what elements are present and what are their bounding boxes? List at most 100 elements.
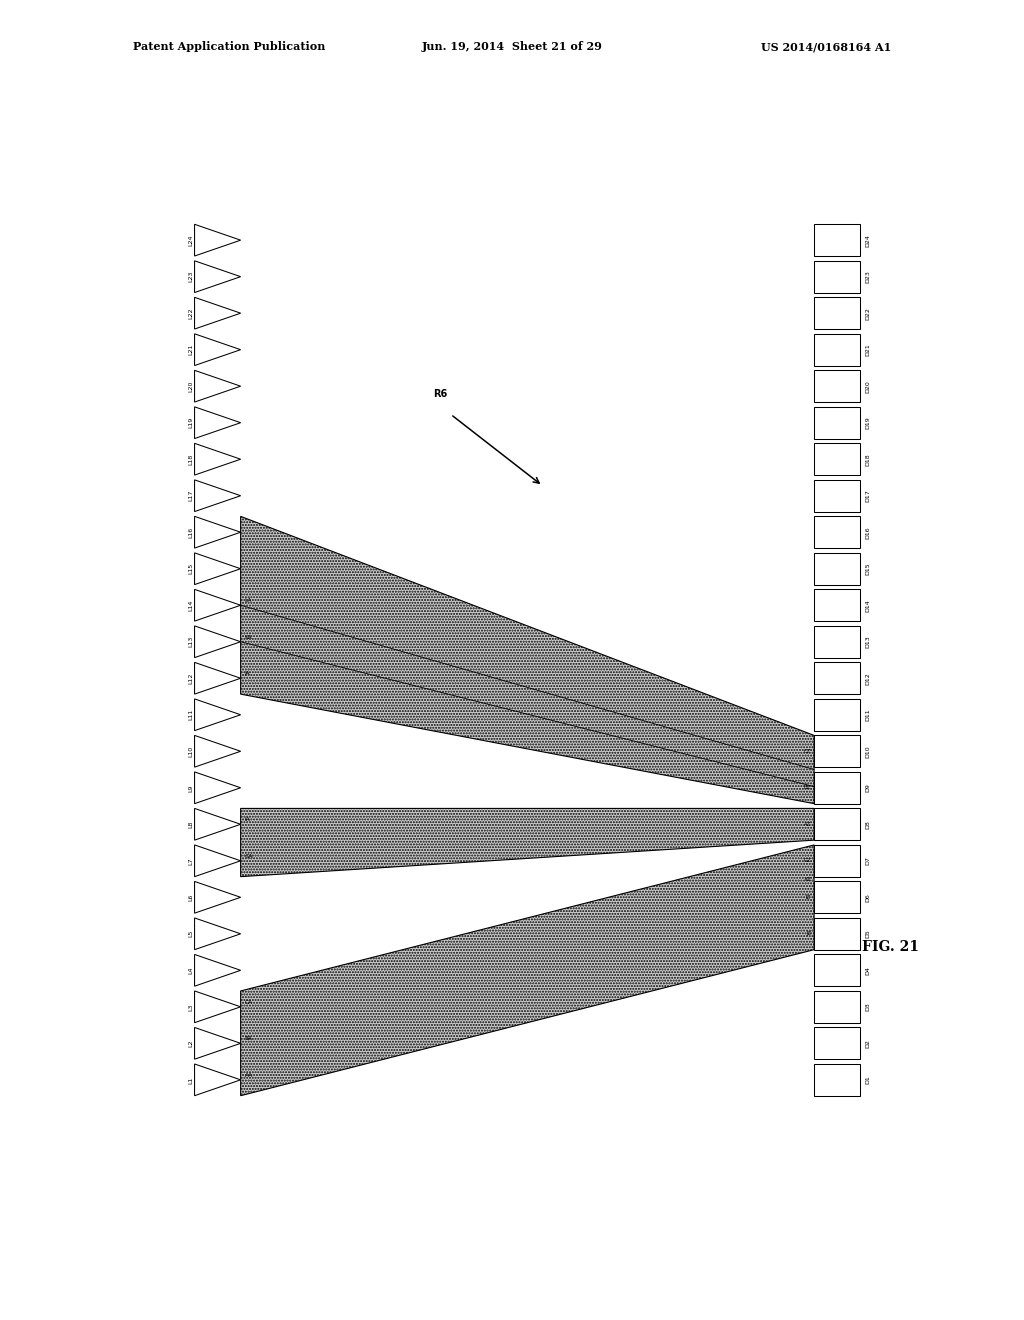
Bar (814, 954, 860, 986)
Bar (814, 772, 860, 804)
Bar (814, 698, 860, 731)
Text: LA: LA (245, 598, 252, 603)
Polygon shape (195, 589, 241, 622)
Text: KA: KA (245, 635, 253, 640)
Text: L14: L14 (188, 599, 193, 611)
Text: L4: L4 (188, 966, 193, 974)
Text: KZ: KZ (804, 876, 811, 882)
Text: D11: D11 (866, 709, 870, 721)
Text: L9: L9 (188, 784, 193, 792)
Text: D1: D1 (866, 1076, 870, 1084)
Text: D5: D5 (866, 929, 870, 939)
Text: L2: L2 (188, 1040, 193, 1047)
Polygon shape (195, 334, 241, 366)
Bar (814, 1027, 860, 1059)
Bar (814, 224, 860, 256)
Text: D14: D14 (866, 599, 870, 611)
Text: IZ: IZ (806, 895, 811, 900)
Polygon shape (195, 845, 241, 876)
Text: IA: IA (245, 817, 251, 822)
Text: R6: R6 (433, 389, 447, 399)
Polygon shape (241, 845, 814, 1096)
Text: FIG. 21: FIG. 21 (862, 940, 920, 954)
Text: L16: L16 (188, 527, 193, 537)
Text: CZ: CZ (804, 748, 811, 754)
Polygon shape (195, 772, 241, 804)
Text: D20: D20 (866, 380, 870, 392)
Bar (814, 553, 860, 585)
Polygon shape (195, 698, 241, 731)
Bar (814, 334, 860, 366)
Text: D6: D6 (866, 892, 870, 902)
Text: D16: D16 (866, 525, 870, 539)
Bar (814, 845, 860, 876)
Text: JZ: JZ (806, 932, 811, 936)
Polygon shape (195, 917, 241, 949)
Polygon shape (195, 297, 241, 329)
Bar (814, 991, 860, 1023)
Text: D15: D15 (866, 562, 870, 576)
Polygon shape (195, 553, 241, 585)
Text: AZ: AZ (804, 822, 811, 826)
Polygon shape (195, 480, 241, 512)
Bar (814, 297, 860, 329)
Text: D9: D9 (866, 783, 870, 792)
Text: L3: L3 (188, 1003, 193, 1011)
Text: D24: D24 (866, 234, 870, 247)
Text: D2: D2 (866, 1039, 870, 1048)
Text: L1: L1 (188, 1076, 193, 1084)
Bar (814, 516, 860, 548)
Text: L23: L23 (188, 271, 193, 282)
Text: AA: AA (245, 1073, 253, 1078)
Text: GA: GA (245, 854, 253, 859)
Bar (814, 371, 860, 403)
Text: L24: L24 (188, 235, 193, 246)
Text: L17: L17 (188, 490, 193, 502)
Text: L12: L12 (188, 673, 193, 684)
Bar (814, 808, 860, 840)
Text: D8: D8 (866, 820, 870, 829)
Bar (814, 882, 860, 913)
Text: D19: D19 (866, 416, 870, 429)
Text: CA: CA (245, 999, 253, 1005)
Text: D22: D22 (866, 306, 870, 319)
Text: Jun. 19, 2014  Sheet 21 of 29: Jun. 19, 2014 Sheet 21 of 29 (422, 41, 602, 53)
Polygon shape (195, 991, 241, 1023)
Bar (814, 444, 860, 475)
Text: D13: D13 (866, 635, 870, 648)
Text: L22: L22 (188, 308, 193, 319)
Text: BZ: BZ (804, 785, 811, 791)
Polygon shape (195, 735, 241, 767)
Polygon shape (195, 371, 241, 403)
Text: D12: D12 (866, 672, 870, 685)
Text: L8: L8 (188, 821, 193, 828)
Polygon shape (195, 1064, 241, 1096)
Text: D21: D21 (866, 343, 870, 356)
Text: L15: L15 (188, 564, 193, 574)
Text: BA: BA (245, 1036, 253, 1041)
Text: L18: L18 (188, 454, 193, 465)
Text: D7: D7 (866, 857, 870, 865)
Text: L19: L19 (188, 417, 193, 429)
Text: L10: L10 (188, 746, 193, 756)
Bar (814, 663, 860, 694)
Polygon shape (195, 808, 241, 840)
Text: L7: L7 (188, 857, 193, 865)
Polygon shape (195, 444, 241, 475)
Bar (814, 261, 860, 293)
Polygon shape (241, 516, 814, 804)
Polygon shape (195, 954, 241, 986)
Bar (814, 735, 860, 767)
Text: JA: JA (245, 671, 250, 676)
Polygon shape (195, 407, 241, 438)
Text: L6: L6 (188, 894, 193, 902)
Text: D17: D17 (866, 490, 870, 502)
Text: GZ: GZ (804, 858, 811, 863)
Polygon shape (195, 261, 241, 293)
Polygon shape (241, 808, 814, 876)
Polygon shape (195, 516, 241, 548)
Text: US 2014/0168164 A1: US 2014/0168164 A1 (761, 41, 891, 53)
Text: Patent Application Publication: Patent Application Publication (133, 41, 326, 53)
Polygon shape (195, 224, 241, 256)
Text: D3: D3 (866, 1002, 870, 1011)
